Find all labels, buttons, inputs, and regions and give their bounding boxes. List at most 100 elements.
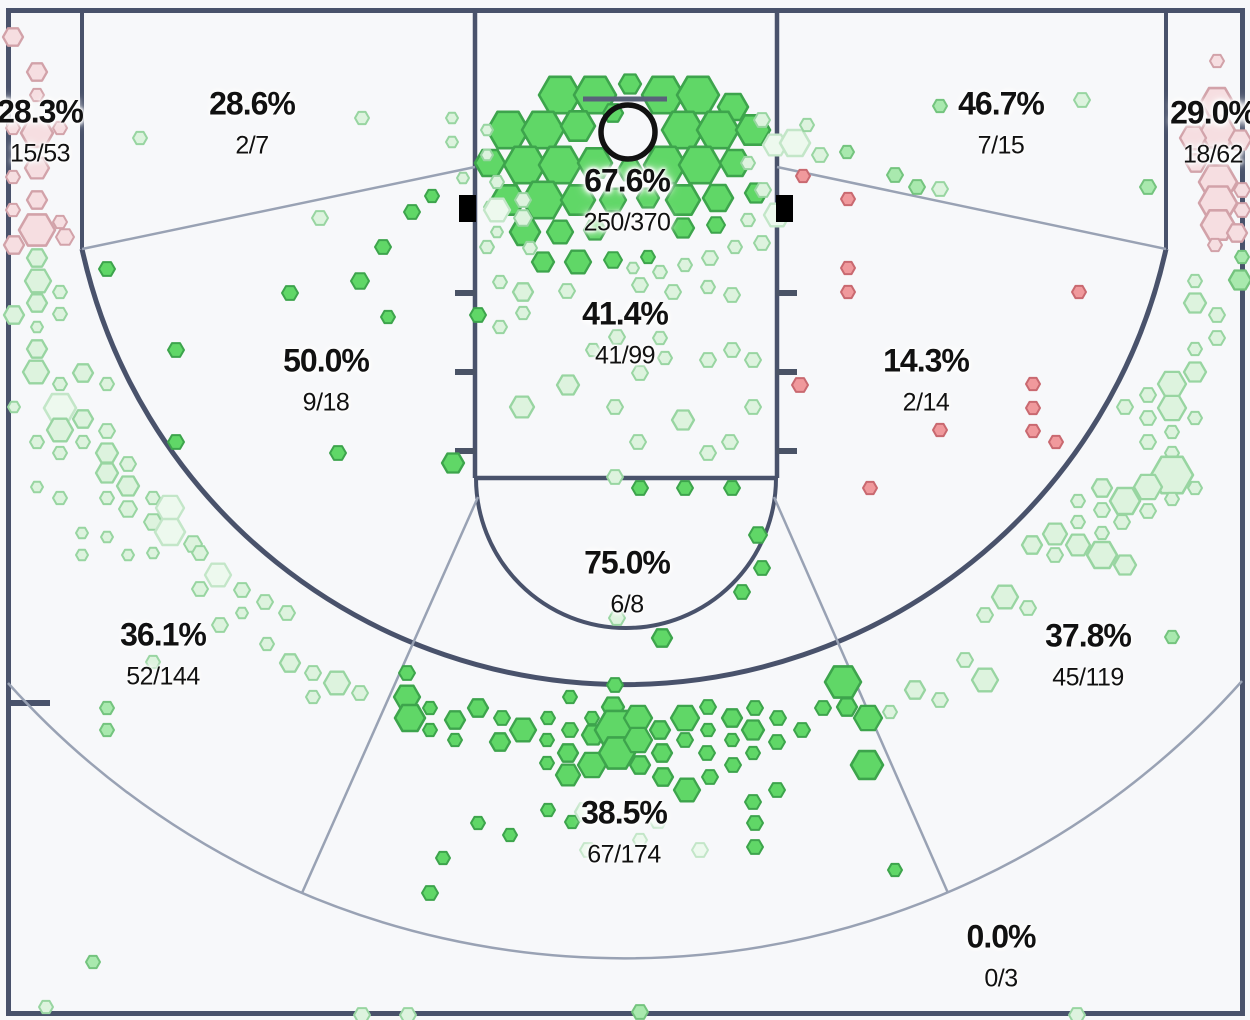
shot-hex-bright-green-high-make: [540, 710, 556, 726]
shot-hex-bright-green-high-make: [582, 219, 608, 241]
shot-hex-light-green: [146, 546, 160, 560]
shot-hex-pale-pink-low-make: [25, 190, 49, 210]
shot-hex-medium-green: [99, 722, 115, 738]
shot-hex-bright-green-high-make: [537, 145, 583, 185]
shot-hex-light-green: [1093, 502, 1111, 518]
shot-hex-bright-green-high-make: [676, 480, 694, 496]
shot-hex-bright-green-high-make: [530, 251, 556, 273]
shot-hex-pale-pink-low-make: [5, 202, 21, 218]
shot-hex-light-green: [211, 617, 229, 633]
shot-hex-bright-green-high-make: [545, 219, 575, 245]
shot-hex-light-green: [480, 148, 494, 162]
shot-hex-medium-green: [1139, 179, 1157, 195]
shot-hex-bright-green-high-make: [746, 839, 764, 855]
shot-hex-light-green: [278, 653, 302, 673]
shot-hex-light-green: [1113, 514, 1131, 530]
shot-hex-light-green: [75, 434, 91, 450]
shot-hex-bright-green-high-make: [701, 769, 719, 785]
shot-hex-light-green: [931, 181, 949, 197]
shot-hex-bright-green-high-make: [559, 184, 597, 216]
shot-hex-light-green: [1187, 341, 1203, 357]
shot-hex-bright-green-high-make: [329, 445, 347, 461]
shot-hex-light-green: [1108, 486, 1142, 516]
shot-hex-pale-pink-low-make: [5, 169, 21, 185]
shot-hex-bright-green-high-make: [670, 217, 696, 239]
shot-hex-light-green: [71, 409, 95, 429]
shot-hex-light-green: [1112, 554, 1138, 576]
shot-hex-light-green: [52, 445, 68, 461]
left-baseline-zone-line: [81, 165, 476, 251]
shot-hex-bright-green-high-make: [724, 732, 740, 748]
shot-hex-pale-pink-low-make: [17, 213, 57, 247]
shot-hex-bright-green-high-make: [753, 560, 771, 576]
shot-hex-light-green: [115, 475, 141, 497]
shot-hex-light-green: [52, 284, 68, 300]
shot-hex-light-green: [118, 500, 138, 518]
free-throw-circle: [474, 477, 778, 630]
shot-hex-bright-green-high-make: [167, 342, 185, 358]
shot-hex-pale-pink-low-make: [1178, 125, 1208, 151]
shot-hex-light-green: [75, 526, 89, 540]
shot-hex-light-green: [52, 376, 68, 392]
shot-hex-bright-green-high-make: [672, 777, 702, 803]
shot-hex-light-green: [1116, 399, 1134, 415]
shot-hex-bright-green-high-make: [706, 216, 726, 234]
shot-hex-light-green: [1070, 493, 1086, 509]
shot-hex-medium-green: [1227, 269, 1250, 291]
shot-hex-pale-green: [153, 517, 187, 547]
shot-hex-light-green: [555, 374, 581, 396]
shot-hex-medium-green: [99, 700, 115, 716]
right-lane-block: [776, 195, 793, 222]
shot-hex-light-green: [1164, 491, 1180, 507]
shot-hex-light-green: [976, 607, 994, 623]
shot-hex-bright-green-high-make: [651, 767, 675, 787]
shot-hex-light-green: [699, 445, 717, 461]
shot-hex-bright-green-high-make: [852, 704, 884, 732]
shot-hex-bright-green-high-make: [447, 732, 463, 748]
shot-hex-light-green: [119, 456, 137, 472]
shot-hex-bright-green-high-make: [584, 710, 600, 726]
shot-hex-light-green: [305, 689, 321, 705]
shot-hex-bright-green-high-make: [539, 755, 555, 771]
shot-hex-bright-green-high-make: [520, 110, 566, 150]
shot-hex-light-green: [1164, 424, 1180, 440]
shot-hex-light-green: [322, 670, 352, 696]
shot-hex-red-miss: [862, 480, 878, 496]
shot-hex-light-green: [480, 123, 494, 137]
shot-hex-bright-green-high-make: [768, 782, 786, 798]
shot-hex-light-green: [278, 605, 296, 621]
shot-hex-light-green: [652, 330, 668, 346]
shot-hex-light-green: [479, 239, 495, 255]
shot-hex-medium-green: [85, 954, 101, 970]
shot-hex-bright-green-high-make: [539, 732, 555, 748]
shot-hex-bright-green-high-make: [422, 700, 438, 716]
shot-hex-light-green: [29, 434, 45, 450]
shot-hex-light-green: [132, 130, 148, 146]
left-radial-zone-line: [300, 496, 480, 894]
shot-hex-pale-pink-low-make: [52, 214, 68, 230]
lane-lines: [472, 10, 780, 481]
shot-hex-bright-green-high-make: [835, 697, 859, 717]
shot-hex-light-green: [259, 636, 275, 652]
shot-hex-light-green: [513, 209, 533, 227]
deep-zone-arc: [7, 680, 1243, 960]
shot-hex-light-green: [701, 250, 719, 266]
shot-hex-pale-pink-low-make: [29, 87, 45, 103]
shot-hex-red-miss: [1025, 423, 1041, 439]
shot-hex-light-green: [652, 264, 668, 280]
shot-hex-light-green: [38, 999, 54, 1015]
shot-hex-bright-green-high-make: [628, 755, 652, 775]
shot-hex-light-green: [1019, 600, 1037, 616]
shot-hex-light-green: [515, 305, 531, 321]
shot-hex-light-green: [1070, 514, 1086, 530]
shot-hex-bright-green-high-make: [700, 722, 716, 738]
shot-hex-light-green: [191, 581, 209, 597]
shot-hex-bright-green-high-make: [281, 285, 299, 301]
shot-hex-light-green: [30, 320, 44, 334]
shot-hex-bright-green-high-make: [440, 452, 466, 474]
shot-hex-bright-green-high-make: [493, 710, 511, 726]
shot-hex-light-green: [811, 147, 829, 163]
shot-hex-light-green: [631, 365, 649, 381]
shot-hex-light-green: [25, 248, 49, 268]
